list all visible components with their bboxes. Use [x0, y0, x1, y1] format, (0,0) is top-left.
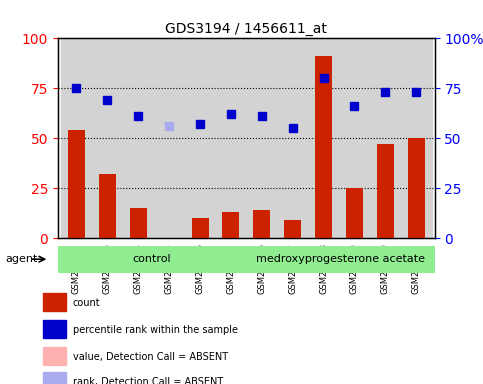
Bar — [43, 372, 67, 384]
Bar — [277, 38, 308, 238]
Text: value, Detection Call = ABSENT: value, Detection Call = ABSENT — [73, 352, 228, 362]
Text: count: count — [73, 298, 100, 308]
Bar — [215, 38, 246, 238]
Bar — [154, 38, 185, 238]
Bar — [58, 246, 246, 273]
Bar — [185, 38, 215, 238]
Text: rank, Detection Call = ABSENT: rank, Detection Call = ABSENT — [73, 377, 223, 384]
Text: percentile rank within the sample: percentile rank within the sample — [73, 325, 238, 335]
Bar — [68, 130, 85, 238]
Text: control: control — [133, 254, 171, 264]
Bar — [346, 188, 363, 238]
Bar — [99, 174, 116, 238]
Bar — [192, 218, 209, 238]
Bar — [61, 38, 92, 238]
Bar — [246, 38, 277, 238]
Bar — [92, 38, 123, 238]
Bar — [408, 138, 425, 238]
Bar — [339, 38, 370, 238]
Bar — [370, 38, 401, 238]
Bar — [246, 246, 435, 273]
Text: agent: agent — [6, 254, 38, 264]
Bar — [43, 347, 67, 365]
Bar — [43, 320, 67, 338]
Bar — [253, 210, 270, 238]
Bar — [401, 38, 432, 238]
Bar — [123, 38, 154, 238]
Title: GDS3194 / 1456611_at: GDS3194 / 1456611_at — [165, 22, 327, 36]
Bar — [43, 293, 67, 311]
Bar — [377, 144, 394, 238]
Text: medroxyprogesterone acetate: medroxyprogesterone acetate — [256, 254, 425, 264]
Bar — [308, 38, 339, 238]
Bar — [315, 56, 332, 238]
Bar — [222, 212, 240, 238]
Bar — [130, 208, 147, 238]
Bar — [284, 220, 301, 238]
